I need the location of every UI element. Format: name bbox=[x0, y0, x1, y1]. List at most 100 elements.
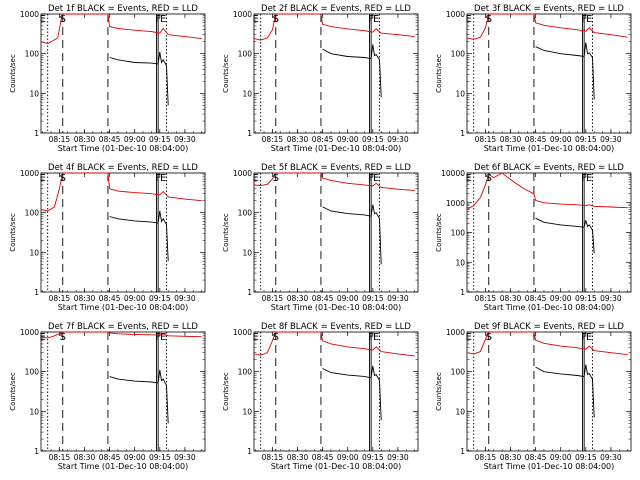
x-tick-label: 08:15 bbox=[475, 135, 497, 144]
y-tick-label: 100 bbox=[25, 209, 40, 218]
x-tick-label: 09:15 bbox=[362, 294, 384, 303]
x-tick-label: 09:30 bbox=[600, 453, 622, 462]
x-tick-label: 08:45 bbox=[525, 135, 547, 144]
y-tick-label: 10 bbox=[29, 89, 39, 98]
x-tick-label: 09:30 bbox=[387, 135, 409, 144]
y-tick-label: 1 bbox=[247, 288, 252, 297]
x-tick-label: 08:15 bbox=[262, 453, 284, 462]
chart-panel: Det 8f BLACK = Events, RED = LLD 1 10 100 10… bbox=[222, 322, 419, 471]
marker-label: S bbox=[273, 173, 279, 184]
marker-label: E bbox=[160, 14, 166, 25]
marker-label: E bbox=[40, 332, 46, 343]
x-tick-label: 08:45 bbox=[312, 453, 334, 462]
series-line-lld bbox=[253, 331, 415, 357]
marker-label: S bbox=[486, 332, 492, 343]
series-line-lld bbox=[253, 13, 415, 41]
y-tick-label: 10 bbox=[455, 258, 465, 267]
marker-label: E bbox=[466, 173, 472, 184]
y-tick-label: 1000 bbox=[20, 10, 39, 19]
x-tick-label: 09:00 bbox=[337, 135, 359, 144]
y-tick-label: 1000 bbox=[233, 328, 252, 337]
x-axis-label: Start Time (01-Dec-10 08:04:00) bbox=[271, 144, 402, 153]
series-line-events bbox=[535, 217, 595, 254]
y-tick-label: 10 bbox=[242, 248, 252, 257]
y-tick-label: 100 bbox=[238, 50, 253, 59]
y-axis-label: Counts/sec bbox=[435, 213, 443, 252]
plot-frame bbox=[253, 172, 419, 293]
y-tick-label: 1 bbox=[34, 447, 39, 456]
x-tick-label: 09:00 bbox=[550, 294, 572, 303]
marker-label: F bbox=[368, 173, 374, 184]
x-tick-label: 08:15 bbox=[262, 135, 284, 144]
series-line-events bbox=[535, 364, 595, 418]
chart-title: Det 1f BLACK = Events, RED = LLD bbox=[48, 4, 198, 14]
x-tick-label: 09:00 bbox=[124, 294, 146, 303]
series-line-events bbox=[109, 51, 169, 106]
marker-label: E bbox=[40, 14, 46, 25]
chart-panel: Det 6f BLACK = Events, RED = LLD 1 10 100 10… bbox=[435, 163, 632, 312]
series-line-events bbox=[322, 365, 382, 421]
y-tick-label: 10 bbox=[29, 248, 39, 257]
y-tick-label: 1 bbox=[460, 288, 465, 297]
y-tick-label: 1 bbox=[34, 288, 39, 297]
marker-label: S bbox=[273, 14, 279, 25]
x-tick-label: 09:00 bbox=[550, 135, 572, 144]
chart-title: Det 5f BLACK = Events, RED = LLD bbox=[261, 163, 411, 173]
x-tick-label: 08:15 bbox=[49, 294, 71, 303]
x-tick-label: 08:45 bbox=[312, 294, 334, 303]
x-tick-label: 08:30 bbox=[500, 294, 522, 303]
x-tick-label: 09:30 bbox=[387, 294, 409, 303]
marker-label: E bbox=[160, 332, 166, 343]
marker-label: E bbox=[373, 332, 379, 343]
marker-label: E bbox=[40, 173, 46, 184]
y-axis-label: Counts/sec bbox=[222, 213, 230, 252]
marker-label: F bbox=[368, 332, 374, 343]
x-tick-label: 08:30 bbox=[74, 453, 96, 462]
y-tick-label: 1000 bbox=[20, 328, 39, 337]
y-tick-label: 1 bbox=[460, 447, 465, 456]
x-tick-label: 08:45 bbox=[525, 294, 547, 303]
y-tick-label: 100 bbox=[451, 50, 466, 59]
x-tick-label: 08:15 bbox=[49, 135, 71, 144]
y-tick-label: 10 bbox=[242, 89, 252, 98]
x-tick-label: 08:45 bbox=[525, 453, 547, 462]
chart-panel: Det 1f BLACK = Events, RED = LLD 1 10 100 10… bbox=[9, 4, 206, 153]
plot-frame bbox=[466, 172, 632, 293]
series-line-lld bbox=[253, 172, 415, 192]
chart-panel: Det 9f BLACK = Events, RED = LLD 1 10 100 10… bbox=[435, 322, 632, 471]
y-axis-label: Counts/sec bbox=[222, 372, 230, 411]
x-tick-label: 08:30 bbox=[74, 135, 96, 144]
marker-label: E bbox=[373, 14, 379, 25]
series-line-events bbox=[535, 42, 595, 100]
marker-label: F bbox=[155, 332, 161, 343]
x-axis-label: Start Time (01-Dec-10 08:04:00) bbox=[271, 462, 402, 471]
chart-panel: Det 3f BLACK = Events, RED = LLD 1 10 100 10… bbox=[435, 4, 632, 153]
chart-title: Det 3f BLACK = Events, RED = LLD bbox=[474, 4, 624, 14]
marker-label: E bbox=[466, 14, 472, 25]
x-tick-label: 09:00 bbox=[124, 135, 146, 144]
marker-label: E bbox=[253, 173, 259, 184]
y-axis-label: Counts/sec bbox=[9, 372, 17, 411]
x-tick-label: 09:30 bbox=[600, 294, 622, 303]
x-tick-label: 08:30 bbox=[287, 294, 309, 303]
chart-panel: Det 4f BLACK = Events, RED = LLD 1 10 100 10… bbox=[9, 163, 206, 312]
marker-label: S bbox=[60, 173, 66, 184]
y-tick-label: 1 bbox=[247, 129, 252, 138]
marker-label: F bbox=[155, 173, 161, 184]
x-tick-label: 08:15 bbox=[475, 294, 497, 303]
y-tick-label: 1000 bbox=[233, 10, 252, 19]
chart-title: Det 9f BLACK = Events, RED = LLD bbox=[474, 322, 624, 332]
marker-label: E bbox=[373, 173, 379, 184]
y-tick-label: 10000 bbox=[441, 169, 465, 178]
chart-title: Det 8f BLACK = Events, RED = LLD bbox=[261, 322, 411, 332]
x-tick-label: 08:30 bbox=[74, 294, 96, 303]
x-tick-label: 09:00 bbox=[124, 453, 146, 462]
x-tick-label: 08:15 bbox=[49, 453, 71, 462]
plot-frame bbox=[40, 172, 206, 293]
series-line-lld bbox=[466, 13, 628, 40]
marker-label: E bbox=[586, 173, 592, 184]
plot-frame bbox=[40, 13, 206, 134]
y-tick-label: 1 bbox=[460, 129, 465, 138]
y-tick-label: 10 bbox=[455, 407, 465, 416]
